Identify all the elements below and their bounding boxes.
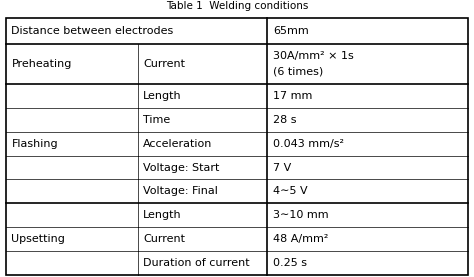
Text: 3∼10 mm: 3∼10 mm	[273, 210, 328, 220]
Text: Current: Current	[143, 234, 185, 244]
Text: 0.043 mm/s²: 0.043 mm/s²	[273, 139, 344, 149]
Text: Voltage: Final: Voltage: Final	[143, 186, 218, 196]
Text: Length: Length	[143, 210, 182, 220]
Text: 48 A/mm²: 48 A/mm²	[273, 234, 328, 244]
Text: Table 1  Welding conditions: Table 1 Welding conditions	[166, 1, 308, 11]
Text: 17 mm: 17 mm	[273, 91, 312, 101]
Text: 30A/mm² × 1s: 30A/mm² × 1s	[273, 51, 354, 61]
Text: 4∼5 V: 4∼5 V	[273, 186, 307, 196]
Text: (6 times): (6 times)	[273, 66, 323, 76]
Text: Acceleration: Acceleration	[143, 139, 213, 149]
Text: Current: Current	[143, 59, 185, 69]
Text: Flashing: Flashing	[11, 139, 58, 149]
Text: Distance between electrodes: Distance between electrodes	[11, 26, 173, 36]
Text: 7 V: 7 V	[273, 163, 291, 173]
Text: Duration of current: Duration of current	[143, 258, 250, 268]
Text: Preheating: Preheating	[11, 59, 72, 69]
Text: Time: Time	[143, 115, 171, 125]
Text: Voltage: Start: Voltage: Start	[143, 163, 219, 173]
Text: Length: Length	[143, 91, 182, 101]
Text: 28 s: 28 s	[273, 115, 296, 125]
Text: Upsetting: Upsetting	[11, 234, 65, 244]
Text: 0.25 s: 0.25 s	[273, 258, 307, 268]
Text: 65mm: 65mm	[273, 26, 309, 36]
